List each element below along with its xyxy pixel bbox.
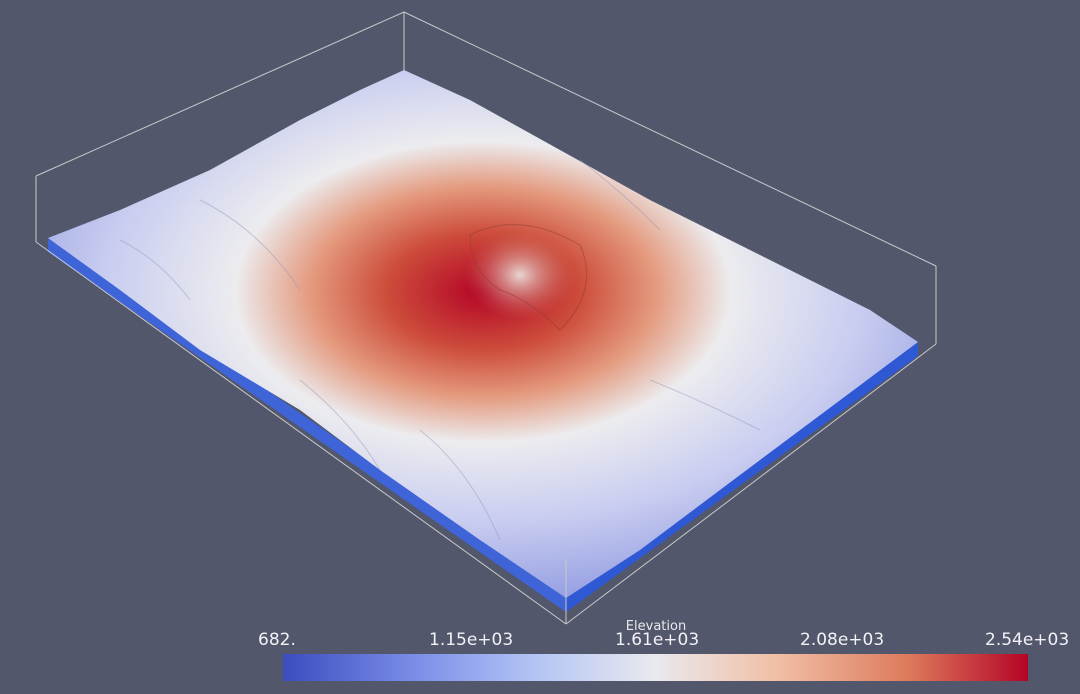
- volcano-crater: [465, 230, 575, 320]
- colorbar-tick-2: 1.15e+03: [429, 630, 514, 650]
- crater-ridge: [469, 224, 588, 331]
- bounding-box-back: [35, 11, 937, 267]
- bounding-box-front: [35, 176, 937, 625]
- colorbar-tick-1: 682.: [258, 630, 296, 650]
- colorbar-tick-5: 2.54e+03: [985, 630, 1070, 650]
- terrain-base-right: [566, 342, 918, 612]
- colorbar-tick-4: 2.08e+03: [800, 630, 885, 650]
- terrain-surface: [48, 70, 918, 598]
- colorbar-title: Elevation: [625, 619, 687, 634]
- colorbar: [283, 654, 1028, 681]
- colorbar-tick-3: 1.61e+03: [615, 630, 700, 650]
- terrain-ridges: [119, 159, 761, 541]
